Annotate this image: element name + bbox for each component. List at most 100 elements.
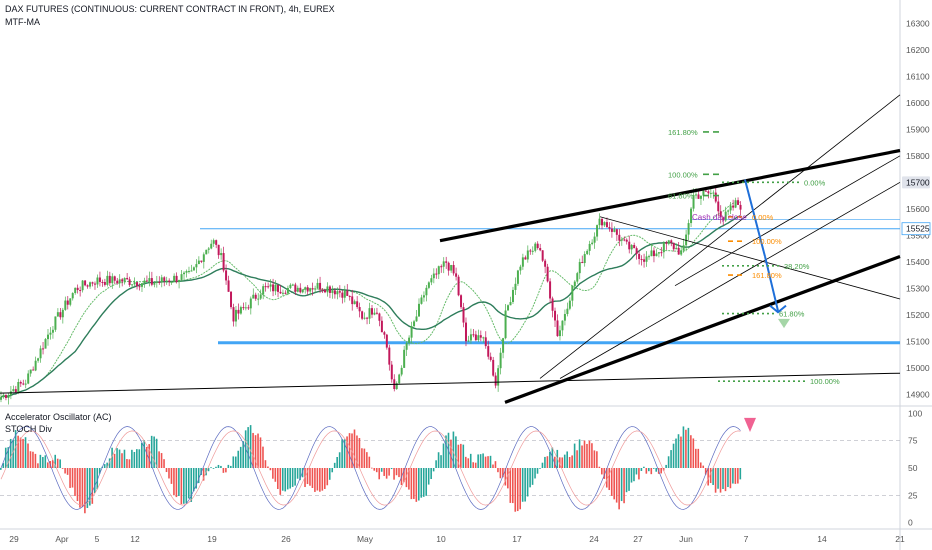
fib-orange-label: 161.80%: [752, 271, 782, 280]
candle-body: [618, 234, 621, 241]
candle-body: [417, 303, 420, 317]
ac-histogram-bar: [603, 468, 606, 479]
candle-body: [581, 262, 584, 264]
candle-body: [524, 257, 527, 260]
ac-histogram-bar: [346, 436, 348, 468]
candle-body: [39, 348, 42, 359]
candle-body: [707, 191, 710, 194]
candle-body: [704, 190, 707, 192]
stoch-k-line: [0, 426, 741, 510]
ac-histogram-bar: [732, 468, 734, 484]
ac-histogram-bar: [541, 462, 544, 468]
ac-histogram-bar: [225, 468, 227, 473]
ac-histogram-bar: [17, 435, 19, 468]
fan-line-2: [559, 181, 901, 379]
time-tick-label: 21: [895, 534, 905, 544]
candle-body: [237, 309, 240, 314]
ac-histogram-bar: [702, 465, 705, 468]
time-tick-label: Jun: [679, 534, 693, 544]
ac-histogram-bar: [722, 468, 724, 490]
candle-body: [101, 281, 104, 283]
candle-body: [690, 208, 693, 224]
time-tick-label: 7: [744, 534, 749, 544]
candle-body: [558, 330, 561, 337]
candle-body: [447, 262, 450, 271]
candle-body: [180, 274, 183, 280]
candle-body: [536, 243, 539, 249]
candle-body: [143, 280, 146, 284]
candle-body: [291, 284, 294, 286]
candle-body: [692, 194, 695, 209]
candle-body: [615, 229, 618, 235]
candle-body: [442, 261, 445, 267]
ac-histogram-bar: [368, 456, 371, 468]
ac-histogram-bar: [140, 442, 143, 468]
candle-body: [148, 278, 151, 282]
ac-histogram-bar: [450, 439, 452, 468]
ac-histogram-bar: [178, 468, 180, 496]
ac-histogram-bar: [333, 462, 336, 468]
candle-body: [269, 284, 272, 287]
candle-body: [662, 242, 665, 253]
candle-body: [264, 286, 267, 288]
ac-histogram-bar: [138, 449, 141, 468]
ac-histogram-bar: [34, 453, 37, 468]
candle-body: [29, 369, 32, 374]
candle-body: [56, 312, 59, 317]
ac-histogram-bar: [111, 447, 113, 468]
current-price-label: 15700: [906, 177, 930, 187]
ac-histogram-bar: [148, 444, 150, 468]
ac-histogram-bar: [645, 468, 648, 474]
ac-histogram-bar: [133, 451, 136, 468]
ac-histogram-bar: [12, 439, 14, 468]
ac-histogram-bar: [37, 463, 39, 468]
ac-histogram-bar: [393, 468, 395, 480]
ac-histogram-bar: [326, 468, 329, 486]
candle-body: [249, 298, 252, 309]
candle-body: [145, 280, 148, 282]
candle-body: [685, 234, 688, 246]
fib-upper-0-label: 161.80%: [668, 128, 698, 137]
ac-histogram-bar: [573, 443, 576, 468]
ac-histogram-bar: [93, 468, 96, 494]
candle-body: [660, 252, 663, 254]
ac-histogram-bar: [239, 446, 242, 468]
candle-body: [230, 291, 233, 308]
candle-body: [341, 292, 344, 298]
osc-tick-label: 100: [908, 408, 922, 418]
ac-histogram-bar: [635, 468, 638, 475]
ac-histogram-bar: [366, 452, 368, 468]
ac-histogram-bar: [516, 468, 519, 512]
candle-body: [32, 369, 35, 371]
candle-body: [131, 284, 134, 286]
candle-body: [732, 205, 735, 208]
ac-histogram-bar: [44, 455, 47, 468]
ac-histogram-bar: [427, 468, 430, 485]
candle-body: [469, 334, 472, 341]
ac-histogram-bar: [655, 468, 658, 472]
ac-histogram-bar: [729, 468, 732, 489]
candle-body: [489, 356, 492, 360]
ac-histogram-bar: [460, 443, 462, 468]
candle-body: [432, 273, 435, 279]
ma-fast-line: [0, 201, 741, 398]
candle-body: [425, 287, 428, 296]
ac-histogram-bar: [583, 440, 586, 468]
ac-histogram-bar: [358, 438, 361, 468]
ac-histogram-bar: [519, 468, 521, 510]
ac-histogram-bar: [536, 468, 539, 474]
ac-histogram-bar: [690, 435, 692, 468]
candle-body: [2, 394, 5, 398]
candle-body: [499, 352, 502, 369]
ac-histogram-bar: [42, 457, 44, 468]
candle-body: [121, 279, 124, 282]
candle-body: [366, 317, 369, 319]
up-marker: [778, 318, 790, 329]
candle-body: [69, 298, 72, 305]
candle-body: [427, 282, 430, 288]
candle-body: [333, 290, 336, 295]
candle-body: [24, 383, 27, 385]
candle-body: [588, 243, 591, 251]
candle-body: [739, 204, 742, 210]
